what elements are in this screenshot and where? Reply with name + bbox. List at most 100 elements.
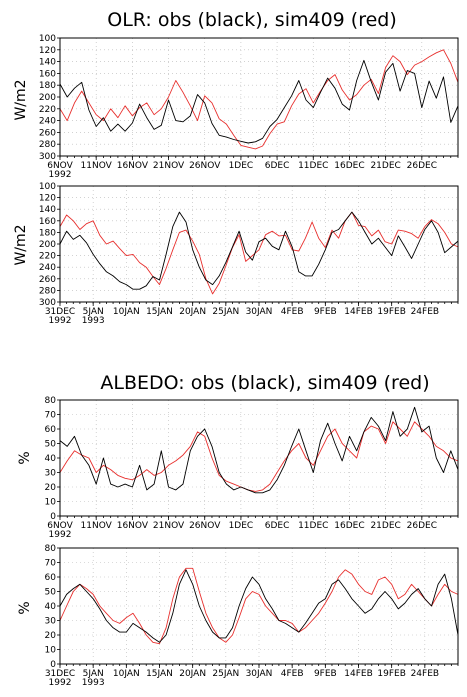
olr-ylabel-bottom: W/m2	[13, 224, 29, 265]
y-tick-label: 260	[39, 128, 56, 138]
y-tick-label: 30	[45, 469, 57, 479]
x-tick-label: 26NOV	[189, 521, 221, 531]
x-tick-label: 16DEC	[334, 161, 364, 171]
x-tick-label: 19FEB	[377, 307, 406, 317]
plot-frame	[59, 399, 459, 517]
y-tick-label: 300	[39, 298, 56, 308]
y-tick-label: 70	[45, 559, 57, 569]
y-tick-label: 60	[45, 425, 57, 435]
plot-frame	[59, 37, 459, 157]
x-tick-label: 14FEB	[344, 669, 373, 679]
x-tick-sublabel: 1992	[49, 530, 72, 540]
x-tick-label: 1DEC	[229, 521, 254, 531]
y-tick-label: 160	[39, 69, 56, 79]
x-tick-label: 21DEC	[370, 161, 400, 171]
x-tick-label: 11NOV	[81, 161, 113, 171]
x-tick-label: 26DEC	[407, 161, 437, 171]
y-tick-label: 40	[45, 454, 57, 464]
y-tick-label: 240	[39, 117, 56, 127]
y-tick-label: 20	[45, 631, 57, 641]
y-tick-label: 160	[39, 217, 56, 227]
x-tick-label: 30JAN	[246, 669, 273, 679]
y-tick-label: 100	[39, 182, 56, 192]
x-tick-label: 10JAN	[113, 669, 140, 679]
x-tick-label: 26NOV	[189, 161, 221, 171]
x-tick-label: 9FEB	[314, 307, 337, 317]
x-tick-label: 9FEB	[314, 669, 337, 679]
x-tick-label: 5JAN	[83, 669, 104, 679]
series-line-sim	[59, 211, 459, 295]
y-tick-label: 220	[39, 105, 56, 115]
y-tick-label: 80	[45, 396, 57, 406]
x-tick-label: 20JAN	[179, 307, 206, 317]
x-tick-label: 6DEC	[265, 161, 290, 171]
y-tick-label: 280	[39, 140, 56, 150]
x-tick-label: 20JAN	[179, 669, 206, 679]
x-tick-label: 16NOV	[117, 521, 149, 531]
x-tick-sublabel: 1992	[49, 678, 72, 688]
x-tick-label: 25JAN	[212, 669, 239, 679]
y-tick-label: 0	[50, 660, 56, 670]
y-tick-label: 120	[39, 46, 56, 56]
y-tick-label: 260	[39, 275, 56, 285]
x-tick-label: 16NOV	[117, 161, 149, 171]
x-tick-label: 25JAN	[212, 307, 239, 317]
y-tick-label: 50	[45, 440, 57, 450]
series-line-obs	[59, 406, 459, 494]
y-tick-label: 10	[45, 498, 57, 508]
x-tick-label: 26DEC	[407, 521, 437, 531]
albedo-ylabel-top: %	[17, 451, 33, 464]
series-line-sim	[59, 421, 459, 492]
x-tick-sublabel: 1993	[82, 316, 105, 326]
x-tick-label: 19FEB	[377, 669, 406, 679]
x-tick-label: 24FEB	[411, 307, 440, 317]
x-tick-label: 15JAN	[146, 669, 173, 679]
y-tick-label: 50	[45, 588, 57, 598]
x-tick-label: 31DEC	[45, 669, 75, 679]
series-line-obs	[59, 211, 459, 290]
x-tick-label: 14FEB	[344, 307, 373, 317]
x-tick-sublabel: 1993	[82, 678, 105, 688]
y-tick-label: 200	[39, 240, 56, 250]
x-tick-label: 4FEB	[281, 307, 304, 317]
x-tick-sublabel: 1992	[49, 316, 72, 326]
x-tick-label: 6NOV	[47, 161, 73, 171]
chart-panel-2: 10012014016018020022024026028030031DEC19…	[39, 182, 459, 326]
y-tick-label: 140	[39, 205, 56, 215]
x-tick-label: 11NOV	[81, 521, 113, 531]
x-tick-sublabel: 1992	[49, 170, 72, 180]
plot-frame	[59, 185, 459, 303]
y-tick-label: 60	[45, 573, 57, 583]
y-tick-label: 220	[39, 252, 56, 262]
y-tick-label: 30	[45, 617, 57, 627]
x-tick-label: 4FEB	[281, 669, 304, 679]
y-tick-label: 140	[39, 58, 56, 68]
y-tick-label: 70	[45, 411, 57, 421]
x-tick-label: 1DEC	[229, 161, 254, 171]
y-tick-label: 0	[50, 512, 56, 522]
x-tick-label: 16DEC	[334, 521, 364, 531]
x-tick-label: 30JAN	[246, 307, 273, 317]
x-tick-label: 11DEC	[298, 521, 328, 531]
y-tick-label: 10	[45, 646, 57, 656]
x-tick-label: 15JAN	[146, 307, 173, 317]
x-tick-label: 21NOV	[153, 521, 185, 531]
olr-chart-title: OLR: obs (black), sim409 (red)	[107, 9, 397, 31]
x-tick-label: 11DEC	[298, 161, 328, 171]
series-line-sim	[59, 49, 459, 150]
series-line-sim	[59, 567, 459, 645]
plot-frame	[59, 547, 459, 665]
series-line-obs	[59, 569, 459, 643]
y-tick-label: 80	[45, 544, 57, 554]
x-tick-label: 6NOV	[47, 521, 73, 531]
y-tick-label: 180	[39, 228, 56, 238]
y-tick-label: 200	[39, 93, 56, 103]
series-line-obs	[59, 59, 459, 144]
y-tick-label: 20	[45, 483, 57, 493]
y-tick-label: 240	[39, 263, 56, 273]
x-tick-label: 10JAN	[113, 307, 140, 317]
